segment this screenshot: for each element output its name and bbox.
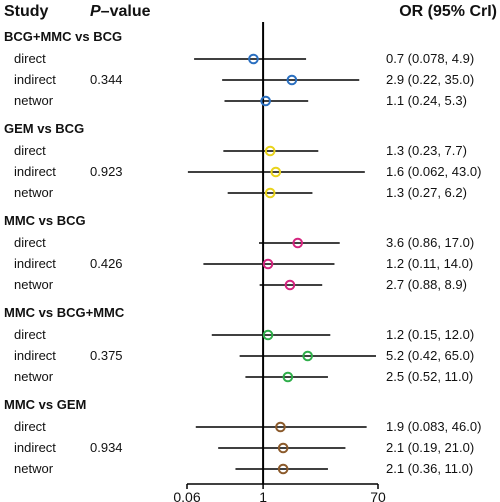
group-title: BCG+MMC vs BCG bbox=[4, 29, 122, 44]
group-title: MMC vs GEM bbox=[4, 397, 86, 412]
or-point bbox=[264, 145, 276, 157]
or-point bbox=[277, 463, 289, 475]
group-title: MMC vs BCG+MMC bbox=[4, 305, 125, 320]
header-p-value-italic: P bbox=[90, 3, 101, 20]
or-point bbox=[260, 95, 271, 107]
or-point bbox=[270, 166, 282, 178]
or-point bbox=[262, 258, 274, 270]
or-point bbox=[302, 350, 313, 362]
row-label: indirect bbox=[14, 348, 56, 363]
or-point bbox=[275, 421, 286, 433]
header-p-value: P–value bbox=[90, 3, 151, 20]
or-text: 0.7 (0.078, 4.9) bbox=[386, 51, 474, 66]
row-label: indirect bbox=[14, 72, 56, 87]
row-label: direct bbox=[14, 327, 46, 342]
p-value: 0.426 bbox=[90, 256, 123, 271]
header-p-value-rest: –value bbox=[101, 3, 151, 20]
or-point bbox=[264, 187, 276, 199]
or-text: 2.7 (0.88, 8.9) bbox=[386, 277, 467, 292]
header-or: OR (95% CrI) bbox=[399, 3, 497, 20]
row-label: networ bbox=[14, 277, 54, 292]
p-value: 0.934 bbox=[90, 440, 123, 455]
row-label: direct bbox=[14, 235, 46, 250]
or-text: 2.1 (0.36, 11.0) bbox=[386, 461, 473, 476]
row-label: networ bbox=[14, 185, 54, 200]
or-text: 2.1 (0.19, 21.0) bbox=[386, 440, 474, 455]
x-tick-label: 70 bbox=[370, 489, 386, 502]
or-point bbox=[248, 53, 259, 65]
group-title: MMC vs BCG bbox=[4, 213, 86, 228]
or-text: 2.9 (0.22, 35.0) bbox=[386, 72, 474, 87]
or-point bbox=[282, 371, 294, 383]
or-point bbox=[277, 442, 289, 454]
header-study: Study bbox=[4, 3, 49, 20]
or-text: 3.6 (0.86, 17.0) bbox=[386, 235, 474, 250]
row-label: indirect bbox=[14, 256, 56, 271]
or-text: 1.9 (0.083, 46.0) bbox=[386, 419, 481, 434]
p-value: 0.344 bbox=[90, 72, 123, 87]
plot-body: BCG+MMC vs BCG direct 0.7 (0.078, 4.9) indi… bbox=[4, 22, 481, 502]
or-text: 5.2 (0.42, 65.0) bbox=[386, 348, 474, 363]
row-label: indirect bbox=[14, 440, 56, 455]
or-text: 1.3 (0.23, 7.7) bbox=[386, 143, 467, 158]
p-value: 0.375 bbox=[90, 348, 123, 363]
p-value: 0.923 bbox=[90, 164, 123, 179]
row-label: direct bbox=[14, 51, 46, 66]
x-tick-label: 1 bbox=[259, 489, 267, 502]
or-point bbox=[292, 237, 304, 249]
or-point bbox=[284, 279, 296, 291]
row-label: networ bbox=[14, 93, 54, 108]
or-text: 1.1 (0.24, 5.3) bbox=[386, 93, 467, 108]
row-label: networ bbox=[14, 369, 54, 384]
row-label: direct bbox=[14, 143, 46, 158]
row-label: direct bbox=[14, 419, 46, 434]
or-text: 1.2 (0.15, 12.0) bbox=[386, 327, 474, 342]
or-text: 1.6 (0.062, 43.0) bbox=[386, 164, 481, 179]
row-label: networ bbox=[14, 461, 54, 476]
group-title: GEM vs BCG bbox=[4, 121, 84, 136]
row-label: indirect bbox=[14, 164, 56, 179]
or-text: 1.2 (0.11, 14.0) bbox=[386, 256, 473, 271]
or-text: 2.5 (0.52, 11.0) bbox=[386, 369, 473, 384]
or-point bbox=[262, 329, 274, 341]
or-text: 1.3 (0.27, 6.2) bbox=[386, 185, 467, 200]
or-point bbox=[286, 74, 298, 86]
x-tick-label: 0.06 bbox=[173, 489, 200, 502]
